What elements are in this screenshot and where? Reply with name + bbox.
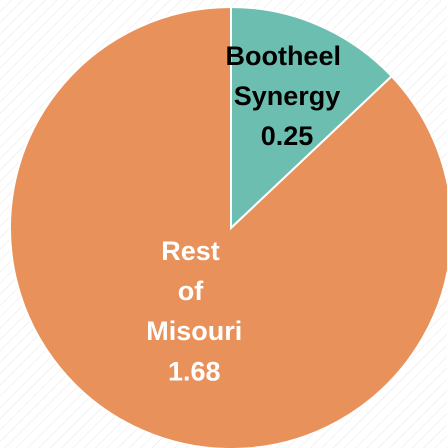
pie-slice bbox=[230, 5, 394, 231]
slice-category-label: Bootheel Synergy bbox=[225, 41, 348, 111]
labels: Bootheel Synergy 0.25 Rest of Misouri 1.68 bbox=[146, 41, 348, 386]
slice-value-label: 0.25 bbox=[261, 121, 314, 151]
slice-value-label: 1.68 bbox=[168, 356, 221, 386]
pie bbox=[9, 5, 447, 448]
slice-category-label: Rest of Misouri bbox=[146, 236, 242, 346]
pie-slice bbox=[9, 5, 447, 448]
